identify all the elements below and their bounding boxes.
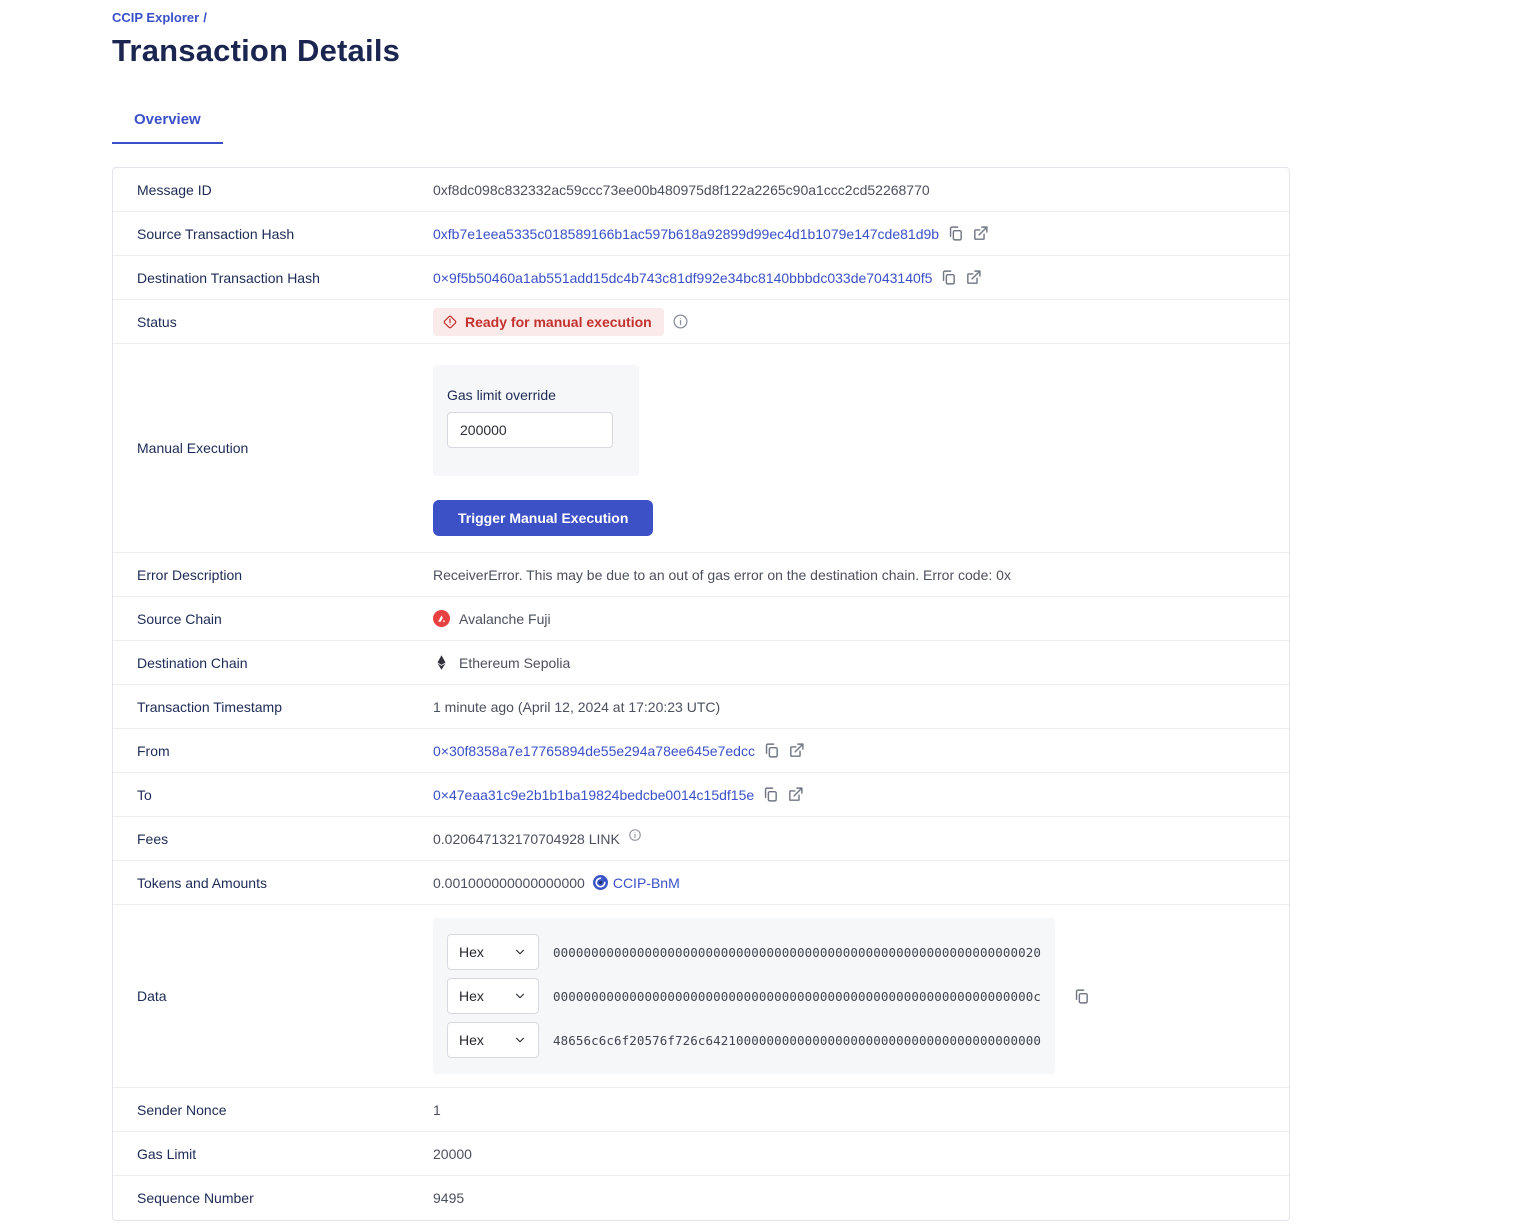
source-tx-hash-label: Source Transaction Hash [137, 225, 295, 242]
external-link-icon[interactable] [972, 225, 989, 242]
row-source-tx-hash: Source Transaction Hash 0xfb7e1eea5335c0… [113, 212, 1289, 256]
breadcrumb-separator: / [203, 10, 207, 25]
warning-diamond-icon [443, 315, 457, 328]
dest-tx-hash-link[interactable]: 0×9f5b50460a1ab551add15dc4b743c81df992e3… [433, 269, 933, 286]
from-label: From [137, 742, 170, 759]
row-timestamp: Transaction Timestamp 1 minute ago (Apri… [113, 685, 1289, 729]
sequence-number-value: 9495 [433, 1190, 465, 1206]
data-format-value: Hex [459, 988, 484, 1004]
source-chain-value: Avalanche Fuji [459, 610, 551, 627]
source-tx-hash-link[interactable]: 0xfb7e1eea5335c018589166b1ac597b618a9289… [433, 225, 940, 242]
data-format-value: Hex [459, 944, 484, 960]
external-link-icon[interactable] [787, 786, 804, 803]
data-label: Data [137, 988, 167, 1004]
data-format-value: Hex [459, 1032, 484, 1048]
copy-icon[interactable] [762, 786, 779, 803]
data-hex-box: Hex 000000000000000000000000000000000000… [433, 918, 1055, 1074]
trigger-manual-execution-button[interactable]: Trigger Manual Execution [433, 500, 654, 536]
row-fees: Fees 0.020647132170704928 LINK [113, 817, 1289, 861]
token-amount: 0.001000000000000000 [433, 874, 585, 891]
status-label: Status [137, 313, 177, 330]
token-link[interactable]: CCIP-BnM [592, 874, 680, 891]
error-description-label: Error Description [137, 566, 243, 583]
fees-label: Fees [137, 830, 169, 847]
sender-nonce-label: Sender Nonce [137, 1101, 227, 1118]
tab-baseline [112, 143, 1290, 144]
row-data: Data Hex 0000000000000000000000000000000… [113, 905, 1289, 1088]
row-gas-limit: Gas Limit 20000 [113, 1132, 1289, 1176]
token-name: CCIP-BnM [612, 874, 680, 891]
data-hex-value: 48656c6c6f20576f726c64210000000000000000… [552, 1032, 1041, 1048]
message-id-label: Message ID [137, 181, 212, 198]
ccip-bnm-token-icon [592, 875, 608, 890]
timestamp-value: 1 minute ago (April 12, 2024 at 17:20:23… [433, 698, 721, 715]
tokens-amounts-label: Tokens and Amounts [137, 874, 267, 891]
copy-icon[interactable] [947, 225, 964, 242]
dest-tx-hash-label: Destination Transaction Hash [137, 269, 320, 286]
gas-limit-label: Gas Limit [137, 1145, 197, 1162]
external-link-icon[interactable] [788, 742, 805, 759]
status-badge-text: Ready for manual execution [465, 313, 652, 330]
page-title: Transaction Details [112, 33, 401, 68]
sequence-number-label: Sequence Number [137, 1190, 254, 1206]
from-address-link[interactable]: 0×30f8358a7e17765894de55e294a78ee645e7ed… [433, 742, 755, 759]
data-line: Hex 48656c6c6f20576f726c6421000000000000… [447, 1022, 1041, 1058]
timestamp-label: Transaction Timestamp [137, 698, 282, 715]
to-label: To [137, 786, 152, 803]
chevron-down-icon [515, 949, 525, 955]
copy-icon[interactable] [940, 269, 957, 286]
external-link-icon[interactable] [965, 269, 982, 286]
data-hex-value: 0000000000000000000000000000000000000000… [552, 944, 1041, 960]
data-format-select[interactable]: Hex [447, 1022, 539, 1058]
row-from: From 0×30f8358a7e17765894de55e294a78ee64… [113, 729, 1289, 773]
copy-icon[interactable] [1073, 988, 1090, 1005]
row-source-chain: Source Chain Avalanche Fuji [113, 597, 1289, 641]
row-tokens-amounts: Tokens and Amounts 0.001000000000000000 … [113, 861, 1289, 905]
row-error-description: Error Description ReceiverError. This ma… [113, 553, 1289, 597]
row-dest-tx-hash: Destination Transaction Hash 0×9f5b50460… [113, 256, 1289, 300]
dest-chain-value: Ethereum Sepolia [459, 654, 571, 671]
copy-icon[interactable] [763, 742, 780, 759]
row-to: To 0×47eaa31c9e2b1b1ba19824bedcbe0014c15… [113, 773, 1289, 817]
row-sender-nonce: Sender Nonce 1 [113, 1088, 1289, 1132]
row-message-id: Message ID 0xf8dc098c832332ac59ccc73ee00… [113, 168, 1289, 212]
ethereum-icon [437, 655, 446, 670]
row-sequence-number: Sequence Number 9495 [113, 1176, 1289, 1220]
data-hex-value: 0000000000000000000000000000000000000000… [552, 988, 1041, 1004]
info-icon[interactable] [672, 313, 689, 330]
info-icon[interactable] [628, 828, 642, 842]
tab-bar: Overview [112, 111, 1290, 144]
gas-limit-value: 20000 [433, 1145, 472, 1162]
chevron-down-icon [515, 1037, 525, 1043]
data-format-select[interactable]: Hex [447, 934, 539, 970]
data-line: Hex 000000000000000000000000000000000000… [447, 978, 1041, 1014]
fees-value: 0.020647132170704928 LINK [433, 830, 620, 847]
breadcrumb: CCIP Explorer / [112, 10, 1290, 25]
status-badge: Ready for manual execution [433, 307, 664, 336]
data-format-select[interactable]: Hex [447, 978, 539, 1014]
to-address-link[interactable]: 0×47eaa31c9e2b1b1ba19824bedcbe0014c15df1… [433, 786, 755, 803]
chevron-down-icon [515, 993, 525, 999]
tab-overview[interactable]: Overview [112, 111, 223, 144]
row-dest-chain: Destination Chain Ethereum Sepolia [113, 641, 1289, 685]
gas-limit-override-input[interactable] [447, 412, 613, 448]
data-line: Hex 000000000000000000000000000000000000… [447, 934, 1041, 970]
gas-limit-override-label: Gas limit override [447, 387, 556, 403]
row-status: Status Ready for manual execution [113, 300, 1289, 344]
row-manual-execution: Manual Execution Gas limit override Trig… [113, 344, 1289, 553]
manual-execution-label: Manual Execution [137, 440, 249, 456]
sender-nonce-value: 1 [433, 1101, 441, 1118]
error-description-value: ReceiverError. This may be due to an out… [433, 566, 1011, 583]
transaction-details-card: Message ID 0xf8dc098c832332ac59ccc73ee00… [112, 167, 1290, 1221]
gas-limit-panel: Gas limit override [433, 365, 639, 476]
dest-chain-label: Destination Chain [137, 654, 248, 671]
page: CCIP Explorer / Transaction Details Overv… [112, 10, 1290, 1221]
message-id-value: 0xf8dc098c832332ac59ccc73ee00b480975d8f1… [433, 181, 930, 198]
breadcrumb-link-ccip-explorer[interactable]: CCIP Explorer [112, 10, 200, 25]
avalanche-icon [433, 610, 450, 627]
source-chain-label: Source Chain [137, 610, 222, 627]
